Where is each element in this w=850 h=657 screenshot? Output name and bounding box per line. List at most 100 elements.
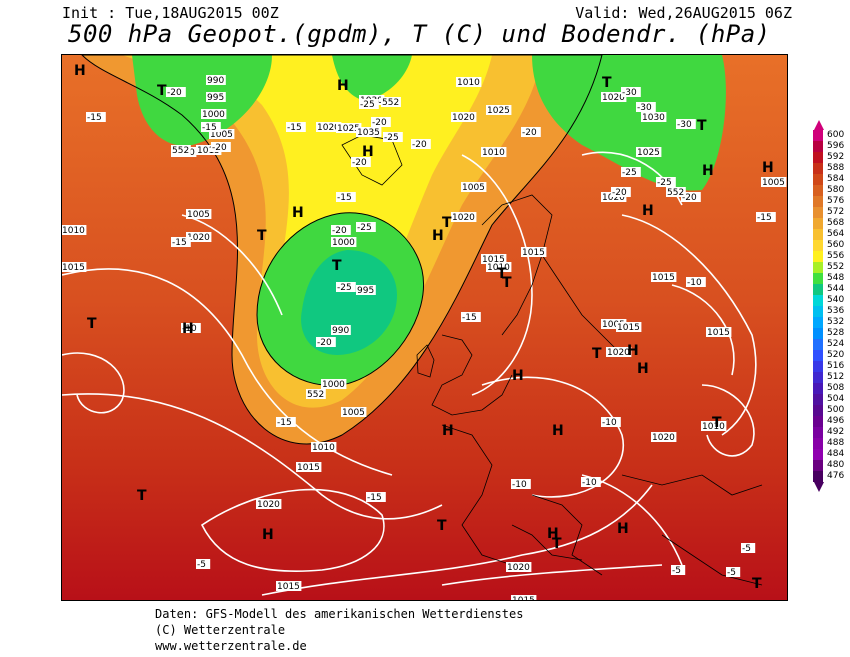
legend-entry: 576 [810,196,850,207]
pressure-label-box [321,379,347,389]
pressure-label: 990 [207,76,224,86]
legend-swatch [813,207,823,218]
pressure-label: 1005 [462,183,485,193]
temperature-label-box [686,277,706,287]
pressure-label: 1015 [522,248,545,258]
legend-entry: 568 [810,218,850,229]
legend-entry: 600 [810,130,850,141]
high-marker: H [74,63,86,79]
temperature-label: -25 [357,223,372,233]
legend-value: 480 [827,460,845,470]
valid-time: Valid: Wed,26AUG2015 06Z [575,4,792,22]
legend-swatch [813,196,823,207]
temperature-label-box [181,323,201,333]
pressure-label: 1020 [452,113,475,123]
legend-swatch [813,152,823,163]
pressure-label-box [461,182,487,192]
temperature-label-box [611,187,631,197]
legend-swatch [813,361,823,372]
high-marker: H [362,144,374,160]
pressure-label: 1005 [762,178,785,188]
high-marker: H [552,423,564,439]
pressure-label-box [206,92,226,102]
pressure-label-box [296,462,322,472]
pressure-label-box [331,325,351,335]
temperature-label: -20 [682,193,697,203]
legend-swatch [813,229,823,240]
pressure-label: 1005 [187,210,210,220]
low-marker: T [442,215,452,231]
geopot-label-box [381,97,401,107]
pressure-label: 1020 [317,123,340,133]
legend-swatch [813,350,823,361]
legend-swatch [813,317,823,328]
legend-value: 496 [827,416,845,426]
legend-swatch [813,328,823,339]
legend-swatch [813,273,823,284]
legend-entry: 580 [810,185,850,196]
legend-value: 512 [827,372,845,382]
pressure-label: 1020 [607,348,630,358]
temperature-label: -25 [384,133,399,143]
pressure-label-box [486,262,512,272]
legend-swatch [813,394,823,405]
legend-swatch [813,185,823,196]
low-marker: T [437,518,447,534]
legend-value: 572 [827,207,845,217]
legend-value: 600 [827,130,845,140]
legend-value: 516 [827,361,845,371]
legend-swatch [813,427,823,438]
legend-value: 544 [827,284,845,294]
low-marker: T [697,118,707,134]
temperature-label-box [676,119,696,129]
low-marker: T [552,536,562,552]
temperature-label-box [331,225,351,235]
legend-swatch [813,416,823,427]
temperature-label: -15 [172,238,187,248]
ridge-lightyellow [172,55,492,363]
temperature-label: -25 [337,283,352,293]
legend-value: 492 [827,427,845,437]
temperature-label: -15 [367,493,382,503]
temperature-label: -10 [602,418,617,428]
trough-north-green [132,55,272,146]
legend-entry: 560 [810,240,850,251]
legend-value: 548 [827,273,845,283]
pressure-label: 1015 [617,323,640,333]
temperature-label: -15 [87,113,102,123]
temperature-label-box [511,479,531,489]
temperature-label: -20 [212,143,227,153]
legend-top-arrow [814,120,824,130]
low-marker: T [257,228,267,244]
legend-entry: 512 [810,372,850,383]
legend-entry: 552 [810,262,850,273]
pressure-label: 1020 [452,213,475,223]
legend-value: 524 [827,339,845,349]
temperature-label-box [196,559,211,569]
geopot-label-box [171,145,191,155]
legend-swatch [813,295,823,306]
pressure-label-box [651,272,677,282]
temperature-label-box [171,237,191,247]
high-marker: H [512,368,524,384]
pressure-label-box [316,122,342,132]
pressure-label-box [206,75,226,85]
legend-value: 488 [827,438,845,448]
legend-entry: 492 [810,427,850,438]
temperature-label: -20 [317,338,332,348]
pressure-label-box [209,129,235,139]
pressure-label: 1005 [210,130,233,140]
pressure-label: 1010 [312,443,335,453]
temperature-label-box [621,167,641,177]
pressure-label: 1030 [642,113,665,123]
temperature-label-box [411,139,431,149]
pressure-label: 1010 [457,78,480,88]
legend-swatch [813,405,823,416]
legend-swatch [813,438,823,449]
temperature-label: -5 [742,544,751,554]
legend-value: 580 [827,185,845,195]
high-marker: H [617,521,629,537]
legend-entry: 484 [810,449,850,460]
low-marker: T [602,75,612,91]
legend-value: 484 [827,449,845,459]
